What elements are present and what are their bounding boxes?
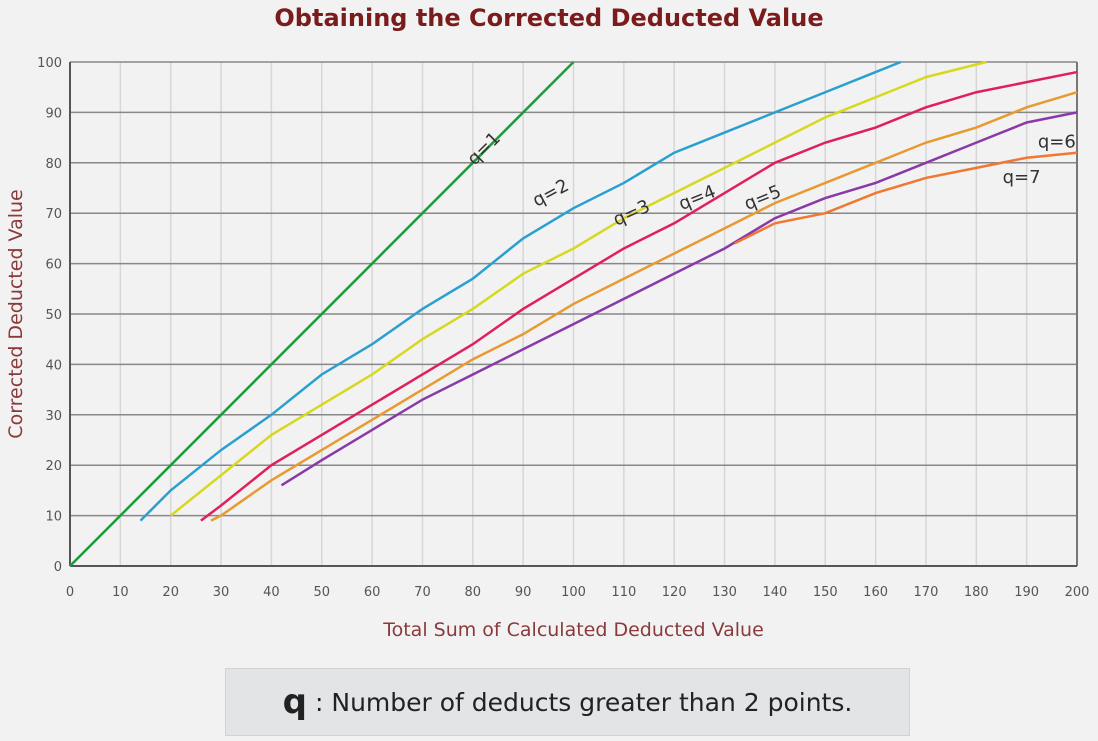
- x-tick-label: 120: [662, 585, 687, 600]
- x-tick-label: 20: [162, 585, 179, 600]
- x-tick-label: 140: [762, 585, 787, 600]
- y-axis-label: Corrected Deducted Value: [5, 189, 27, 438]
- x-tick-label: 130: [712, 585, 737, 600]
- y-tick-label: 60: [45, 258, 62, 273]
- x-tick-label: 190: [1014, 585, 1039, 600]
- x-tick-label: 0: [66, 585, 74, 600]
- x-tick-label: 160: [863, 585, 888, 600]
- series-line-q=6: [280, 111, 1078, 487]
- x-tick-label: 90: [515, 585, 532, 600]
- x-tick-label: 150: [813, 585, 838, 600]
- y-tick-label: 30: [45, 409, 62, 424]
- series-label: q=7: [1003, 167, 1041, 188]
- x-tick-label: 110: [611, 585, 636, 600]
- x-tick-label: 70: [414, 585, 431, 600]
- y-tick-label: 100: [37, 56, 62, 71]
- note-text: : Number of deducts greater than 2 point…: [315, 687, 853, 717]
- y-tick-label: 50: [45, 308, 62, 323]
- chart: 0 10 20 30 40 50 60 70 80 90 100 110 120 130 140 150 160…: [5, 56, 1090, 641]
- x-tick-label: 170: [914, 585, 939, 600]
- y-tick-label: 0: [54, 560, 62, 575]
- y-tick-label: 10: [45, 510, 62, 525]
- series-line-q=4: [200, 70, 1078, 522]
- series-line-q=2: [139, 60, 902, 522]
- x-tick-label: 80: [465, 585, 482, 600]
- legend-note: q : Number of deducts greater than 2 poi…: [225, 668, 910, 736]
- series-line-q=7: [734, 151, 1078, 245]
- y-tick-label: 40: [45, 358, 62, 373]
- x-tick-label: 100: [561, 585, 586, 600]
- y-tick-label: 70: [45, 207, 62, 222]
- x-axis-label: Total Sum of Calculated Deducted Value: [382, 619, 764, 641]
- y-tick-label: 80: [45, 157, 62, 172]
- x-tick-label: 30: [213, 585, 230, 600]
- series-line-q=1: [69, 61, 575, 567]
- series-line-q=5: [210, 91, 1078, 522]
- series-line-q=3: [169, 60, 987, 517]
- y-tick-label: 90: [45, 106, 62, 121]
- note-symbol: q: [282, 682, 307, 722]
- x-tick-label: 60: [364, 585, 381, 600]
- x-tick-label: 200: [1065, 585, 1090, 600]
- x-tick-label: 40: [263, 585, 280, 600]
- y-tick-label: 20: [45, 459, 62, 474]
- x-tick-label: 10: [112, 585, 129, 600]
- x-tick-label: 50: [313, 585, 330, 600]
- x-tick-label: 180: [964, 585, 989, 600]
- chart-title: Obtaining the Corrected Deducted Value: [274, 4, 824, 32]
- series-label: q=6: [1038, 132, 1076, 153]
